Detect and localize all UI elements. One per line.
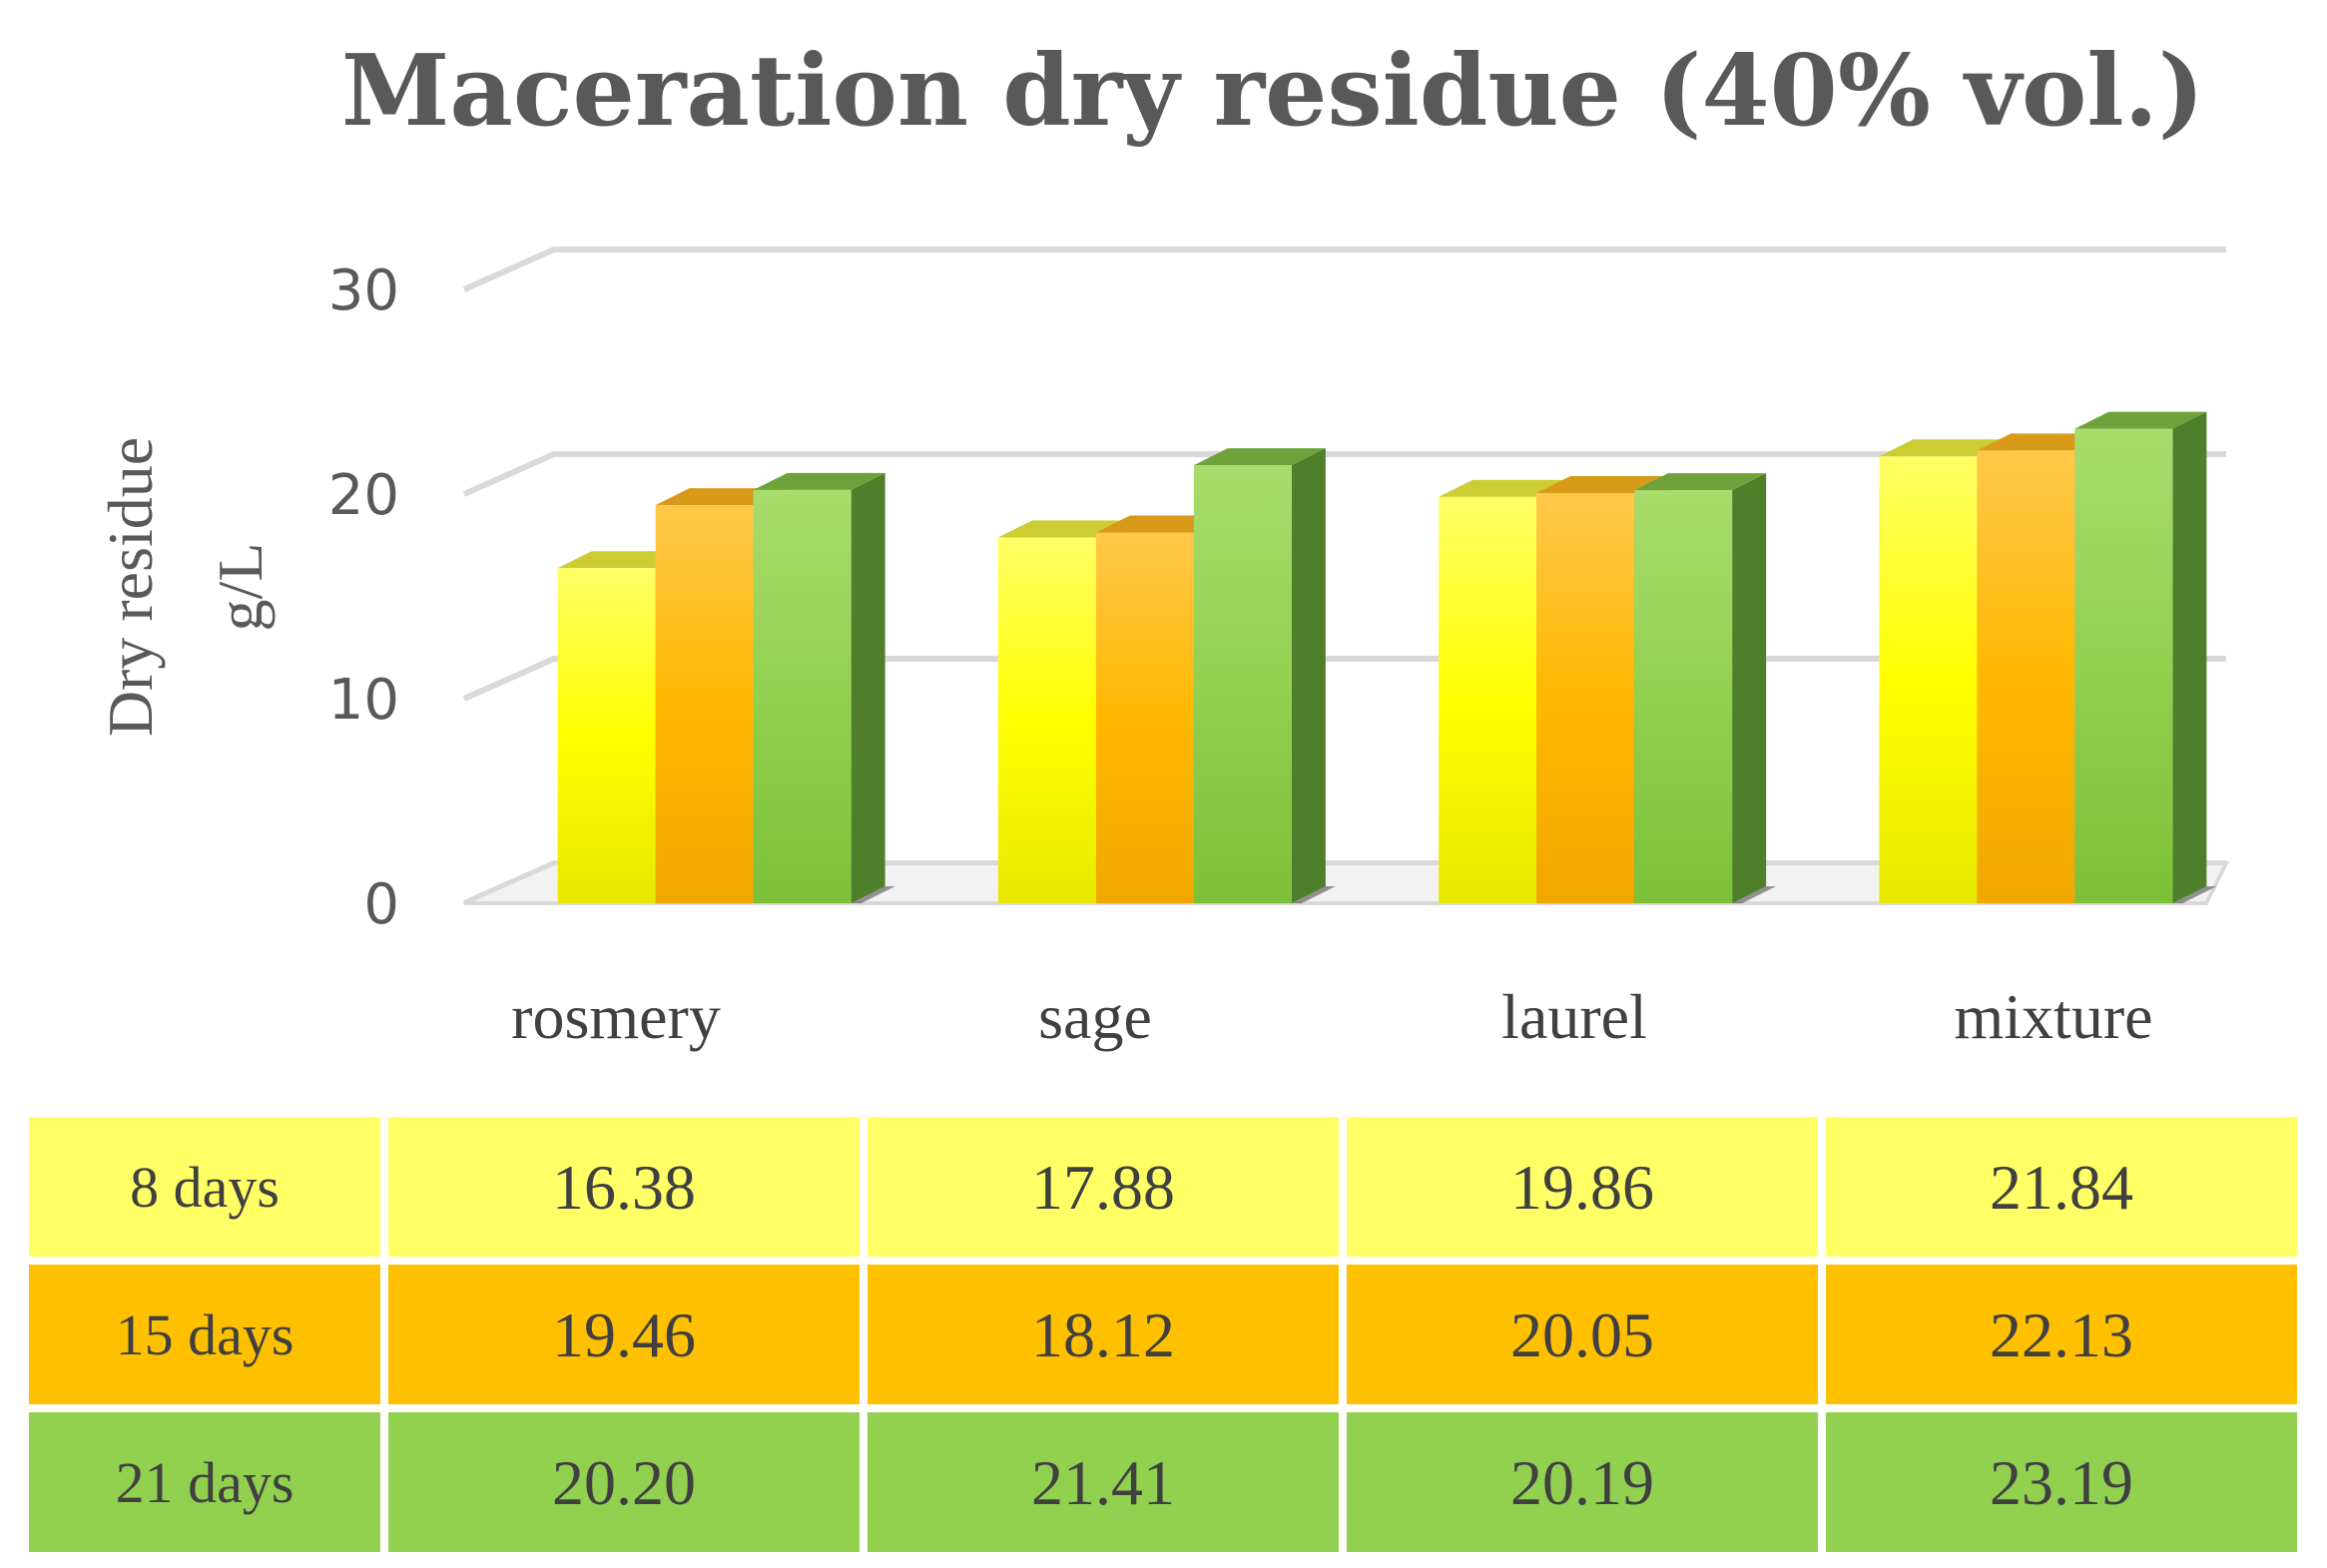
chart-title: Maceration dry residue (40% vol.) <box>341 34 2204 149</box>
data-label: 20.20 <box>552 1447 696 1518</box>
bar-top <box>1634 473 1767 491</box>
category-label-mixture: mixture <box>1954 981 2152 1052</box>
bar-shadow <box>851 886 895 903</box>
bar-8-days-mixture <box>1879 456 1978 903</box>
bar-side <box>1732 473 1767 903</box>
series-name-label: 8 days <box>130 1155 280 1220</box>
series-name-label: 15 days <box>116 1303 294 1367</box>
data-table: rosmery sage laurel mixture 8 days 16.38 17.88… <box>21 981 2305 1560</box>
data-label: 18.12 <box>1031 1300 1175 1370</box>
table-cell <box>860 1404 1347 1560</box>
table-cell <box>860 1109 1347 1265</box>
y-tick-label: 30 <box>328 259 399 323</box>
bar-8-days-rosmery <box>557 568 656 903</box>
bar-8-days-laurel <box>1439 496 1537 903</box>
data-label: 19.46 <box>552 1300 696 1370</box>
gridline <box>462 247 2226 292</box>
series-name-label: 21 days <box>116 1450 294 1515</box>
category-label-rosmery: rosmery <box>511 981 721 1052</box>
data-label: 16.38 <box>552 1152 696 1223</box>
table-cell <box>1339 1257 1826 1412</box>
data-label: 17.88 <box>1031 1152 1175 1223</box>
gridline <box>462 451 2226 497</box>
bar-shadow <box>2172 886 2217 903</box>
table-cell <box>1818 1404 2305 1560</box>
bar-shadow <box>1732 886 1777 903</box>
y-axis-label-line1: Dry residue <box>95 437 166 737</box>
series-name-cell <box>21 1404 388 1560</box>
bar-shadow <box>1291 886 1336 903</box>
bar-8-days-sage <box>997 537 1096 903</box>
bar-side <box>851 472 885 903</box>
bar-top <box>2074 411 2207 429</box>
bar-21-days-laurel <box>1634 490 1733 903</box>
bars <box>557 411 2217 903</box>
category-label-sage: sage <box>1038 981 1152 1052</box>
bar-side <box>1291 448 1326 903</box>
data-label: 20.05 <box>1510 1300 1654 1370</box>
y-tick-label: 10 <box>328 668 399 733</box>
bar-15-days-sage <box>1095 532 1194 903</box>
data-label: 22.13 <box>1990 1300 2133 1370</box>
bar-top <box>1536 475 1669 493</box>
table-cell <box>1818 1109 2305 1265</box>
y-tick-label: 0 <box>363 872 399 937</box>
data-label: 19.86 <box>1510 1152 1654 1223</box>
data-label: 21.84 <box>1990 1152 2133 1223</box>
data-label: 21.41 <box>1031 1447 1175 1518</box>
bar-top <box>1193 448 1326 466</box>
bar-21-days-rosmery <box>753 489 852 903</box>
y-tick-label: 20 <box>328 463 399 528</box>
bar-21-days-mixture <box>2074 428 2173 903</box>
table-cell <box>380 1257 868 1412</box>
y-axis-ticks: 0 10 20 30 <box>328 259 399 937</box>
data-label: 20.19 <box>1510 1447 1654 1518</box>
bar-top <box>753 472 885 490</box>
table-cell <box>380 1404 868 1560</box>
bar-15-days-laurel <box>1536 492 1635 903</box>
y-axis-label-line2: g/L <box>205 543 276 632</box>
bar-15-days-mixture <box>1977 450 2075 903</box>
bar-side <box>2172 411 2207 903</box>
category-label-laurel: laurel <box>1501 981 1647 1052</box>
data-label: 23.19 <box>1990 1447 2133 1518</box>
series-name-cell <box>21 1257 388 1412</box>
bar-15-days-rosmery <box>655 505 754 903</box>
bar-21-days-sage <box>1193 465 1292 903</box>
